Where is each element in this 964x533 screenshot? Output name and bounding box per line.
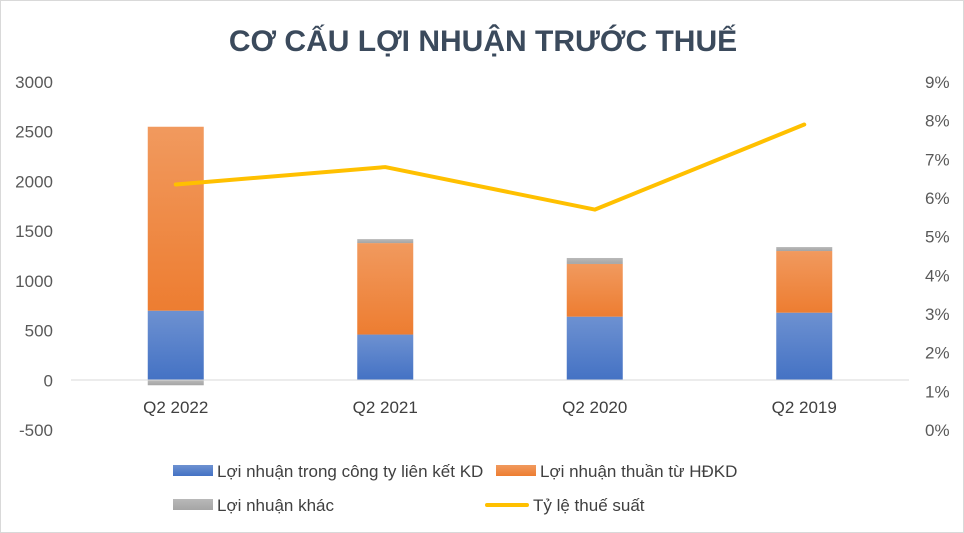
y-right-tick-label: 4% — [925, 266, 950, 285]
bar-segment — [566, 316, 623, 381]
y-right-tick-label: 1% — [925, 382, 950, 401]
bar-segment — [357, 243, 414, 335]
bar-segment — [357, 239, 414, 244]
x-category-label: Q2 2020 — [562, 398, 627, 417]
y-left-tick-label: 1000 — [15, 272, 53, 291]
bar-segment — [357, 334, 414, 381]
legend-label: Lợi nhuận khác — [217, 496, 335, 515]
bar-layer — [147, 126, 833, 386]
y-left-tick-label: 2000 — [15, 172, 53, 191]
legend-label: Lợi nhuận thuần từ HĐKD — [540, 462, 737, 481]
y-left-tick-label: 0 — [44, 371, 53, 390]
bar-segment — [566, 263, 623, 317]
bar-segment — [776, 251, 833, 313]
y-right-tick-label: 6% — [925, 189, 950, 208]
y-right-tick-label: 9% — [925, 73, 950, 92]
y-axis-right: 9% 8% 7% 6% 5% 4% 3% 2% 1% 0% — [925, 73, 950, 440]
y-left-tick-label: 2500 — [15, 123, 53, 142]
y-axis-left: 3000 2500 2000 1500 1000 500 0 -500 — [15, 73, 53, 440]
y-left-tick-label: 3000 — [15, 73, 53, 92]
legend-swatch — [173, 465, 213, 476]
legend-item: Lợi nhuận thuần từ HĐKD — [496, 462, 737, 481]
x-category-label: Q2 2021 — [353, 398, 418, 417]
legend-label: Tỷ lệ thuế suất — [533, 496, 645, 515]
line-layer — [173, 122, 807, 212]
legend-label: Lợi nhuận trong công ty liên kết KD — [217, 462, 483, 481]
x-axis-categories: Q2 2022 Q2 2021 Q2 2020 Q2 2019 — [143, 398, 837, 417]
legend-item: Lợi nhuận trong công ty liên kết KD — [173, 462, 483, 481]
legend-item: Tỷ lệ thuế suất — [485, 496, 645, 515]
y-right-tick-label: 7% — [925, 150, 950, 169]
bar-segment — [566, 257, 623, 264]
bar-segment — [776, 312, 833, 381]
line-series — [173, 122, 807, 212]
y-left-tick-label: -500 — [19, 421, 53, 440]
legend-swatch — [496, 465, 536, 476]
y-left-tick-label: 500 — [25, 322, 53, 341]
legend-item: Lợi nhuận khác — [173, 496, 335, 515]
y-left-tick-label: 1500 — [15, 222, 53, 241]
y-right-tick-label: 2% — [925, 344, 950, 363]
x-category-label: Q2 2022 — [143, 398, 208, 417]
x-category-label: Q2 2019 — [772, 398, 837, 417]
y-right-tick-label: 5% — [925, 228, 950, 247]
y-right-tick-label: 3% — [925, 305, 950, 324]
bar-segment — [776, 247, 833, 252]
y-right-tick-label: 0% — [925, 421, 950, 440]
legend-swatch — [173, 499, 213, 510]
chart-title: CƠ CẤU LỢI NHUẬN TRƯỚC THUẾ — [229, 24, 737, 58]
bar-segment — [147, 126, 204, 311]
legend: Lợi nhuận trong công ty liên kết KD Lợi n… — [173, 462, 737, 515]
bar-segment — [147, 380, 204, 386]
y-right-tick-label: 8% — [925, 112, 950, 131]
bar-segment — [147, 310, 204, 381]
